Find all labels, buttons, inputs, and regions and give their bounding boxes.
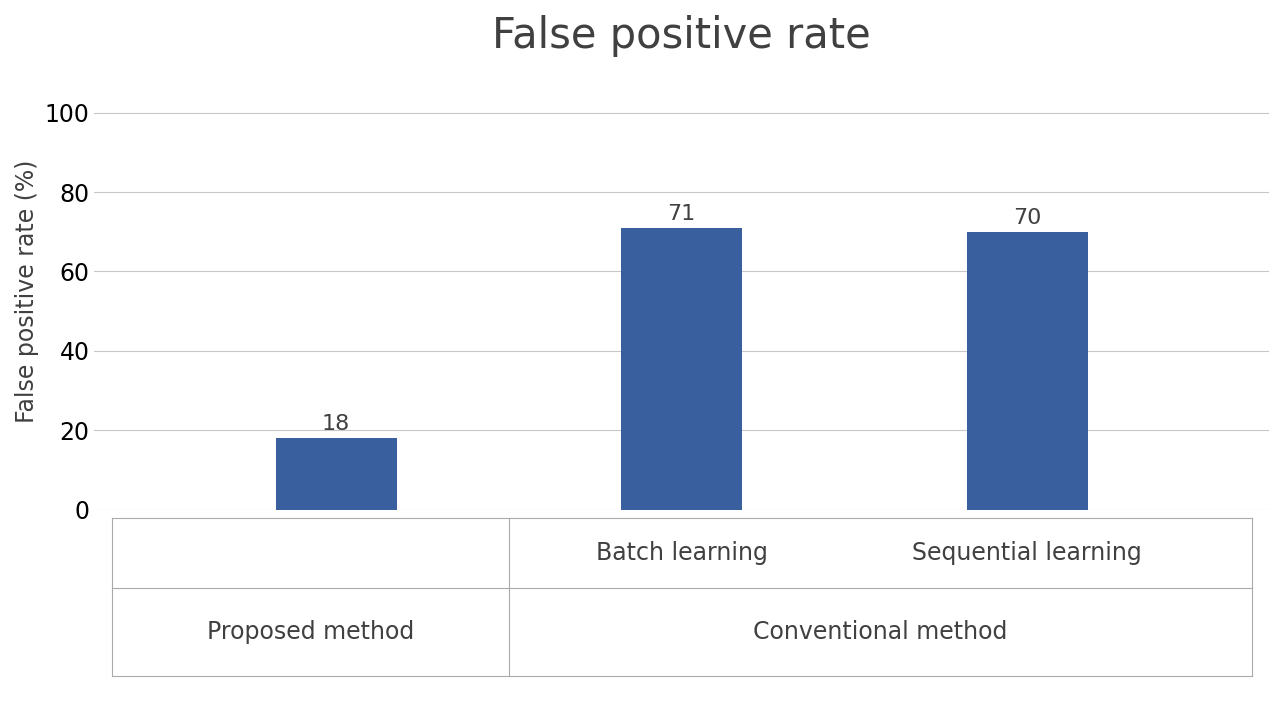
Text: Conventional method: Conventional method: [754, 620, 1008, 644]
Y-axis label: False positive rate (%): False positive rate (%): [15, 159, 39, 423]
Title: False positive rate: False positive rate: [492, 15, 871, 57]
Bar: [276, 438, 397, 510]
Text: Sequential learning: Sequential learning: [912, 541, 1141, 565]
Bar: [967, 232, 1088, 510]
Text: 71: 71: [668, 204, 696, 223]
Text: Batch learning: Batch learning: [596, 541, 768, 565]
Text: Proposed method: Proposed method: [207, 620, 413, 644]
Bar: [621, 228, 742, 510]
Text: 70: 70: [1013, 207, 1041, 228]
Text: 18: 18: [322, 414, 351, 434]
